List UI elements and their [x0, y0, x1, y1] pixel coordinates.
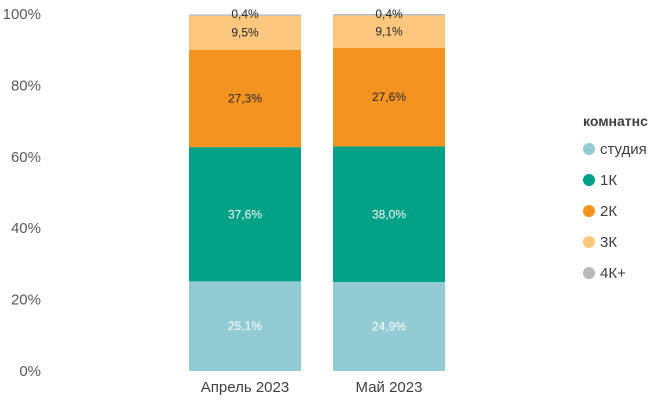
data-label: 9,5%: [231, 26, 259, 40]
bar-segment: [333, 146, 445, 283]
x-axis: Апрель 2023 Май 2023: [201, 379, 423, 396]
legend-label: студия: [600, 141, 647, 158]
legend-marker: [583, 236, 595, 248]
y-tick-label: 20%: [11, 292, 41, 309]
data-label: 37,6%: [228, 207, 262, 221]
y-tick-label: 80%: [11, 77, 41, 94]
bar-segment: [333, 14, 445, 16]
bar-segment: [189, 281, 301, 371]
data-label: 0,4%: [231, 7, 259, 21]
bar-segment: [333, 47, 445, 147]
legend-label: 4К+: [600, 265, 626, 282]
data-label: 0,4%: [375, 7, 403, 21]
bar-segment: [333, 282, 445, 371]
legend-marker: [583, 143, 595, 155]
y-axis: 0% 20% 40% 60% 80% 100%: [3, 6, 41, 380]
bars: 25,1% 37,6% 27,3% 9,5% 0,4% 24,9% 38,0% 27,6% 9,…: [189, 7, 445, 371]
bar-segment: [333, 15, 445, 48]
legend-label: 2К: [600, 203, 617, 220]
bar-segment: [189, 14, 301, 16]
legend-label: 1К: [600, 172, 617, 189]
legend-marker: [583, 205, 595, 217]
data-label: 27,3%: [228, 91, 262, 105]
y-tick-label: 100%: [3, 6, 41, 23]
legend-title: комнатнс: [583, 113, 648, 129]
data-label: 38,0%: [372, 207, 406, 221]
y-tick-label: 60%: [11, 149, 41, 166]
bar-segment: [189, 147, 301, 282]
data-label: 27,6%: [372, 90, 406, 104]
x-category-label: Май 2023: [356, 379, 423, 396]
y-tick-label: 40%: [11, 220, 41, 237]
legend-marker: [583, 174, 595, 186]
bar-segment: [189, 15, 301, 50]
data-label: 24,9%: [372, 320, 406, 334]
legend: комнатнс студия 1К 2К 3К 4К+: [583, 113, 648, 282]
y-tick-label: 0%: [19, 363, 41, 380]
x-category-label: Апрель 2023: [201, 379, 289, 396]
legend-label: 3К: [600, 234, 617, 251]
bar-segment: [189, 49, 301, 148]
legend-marker: [583, 267, 595, 279]
data-label: 25,1%: [228, 319, 262, 333]
data-label: 9,1%: [375, 25, 403, 39]
